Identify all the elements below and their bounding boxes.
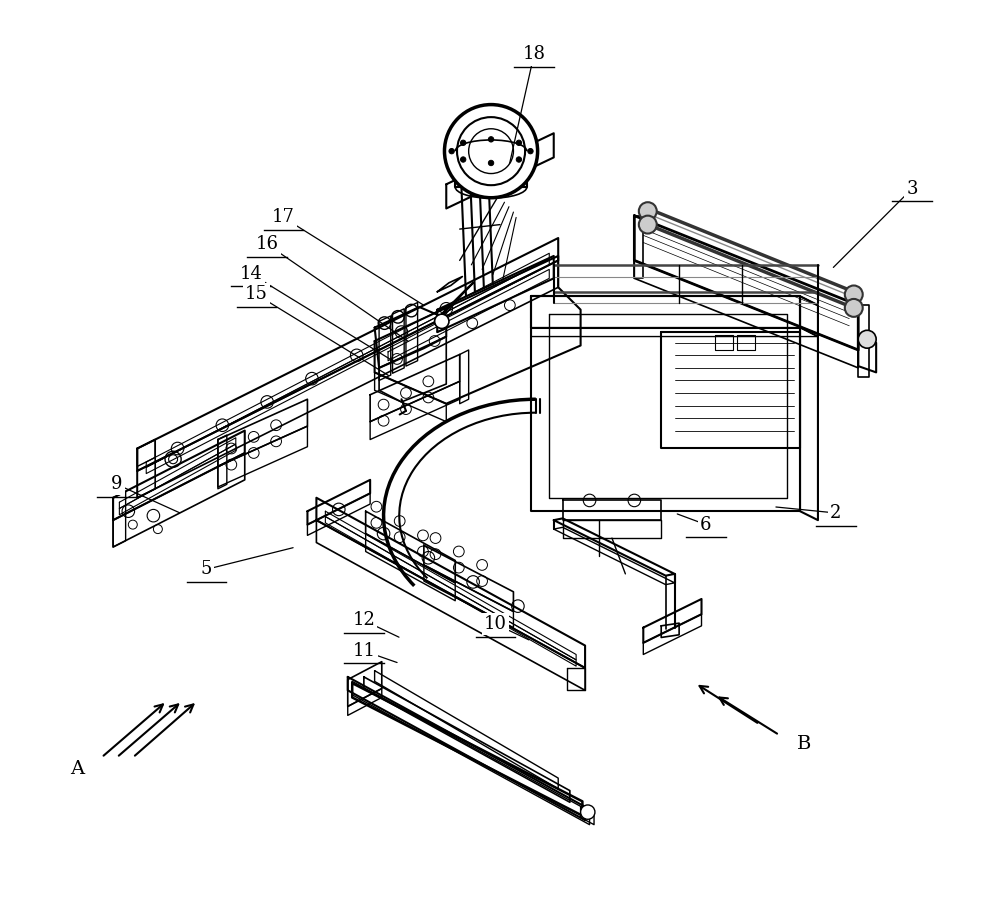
- Circle shape: [528, 149, 533, 154]
- Text: 2: 2: [830, 504, 842, 522]
- Circle shape: [639, 202, 657, 220]
- Text: 5: 5: [201, 561, 212, 579]
- Circle shape: [639, 215, 657, 233]
- Text: A: A: [70, 760, 84, 778]
- Text: 11: 11: [352, 642, 375, 660]
- Text: 9: 9: [111, 475, 122, 493]
- Polygon shape: [455, 152, 527, 187]
- Text: B: B: [797, 735, 812, 753]
- Text: 14: 14: [240, 265, 262, 283]
- Circle shape: [449, 149, 454, 154]
- Circle shape: [435, 314, 449, 328]
- Text: 15: 15: [245, 285, 268, 303]
- Circle shape: [488, 161, 494, 166]
- Text: 17: 17: [272, 208, 295, 226]
- Circle shape: [444, 105, 538, 197]
- Text: 6: 6: [700, 516, 712, 534]
- Circle shape: [581, 805, 595, 819]
- Circle shape: [460, 157, 466, 162]
- Text: 3: 3: [906, 179, 918, 197]
- Circle shape: [488, 136, 494, 142]
- Circle shape: [845, 285, 863, 303]
- Circle shape: [460, 140, 466, 145]
- Text: 10: 10: [484, 615, 507, 633]
- Text: 16: 16: [256, 235, 279, 253]
- Circle shape: [516, 157, 522, 162]
- Text: 12: 12: [352, 612, 375, 630]
- Text: 18: 18: [523, 46, 546, 64]
- Circle shape: [845, 299, 863, 317]
- Circle shape: [516, 140, 522, 145]
- Circle shape: [858, 330, 876, 348]
